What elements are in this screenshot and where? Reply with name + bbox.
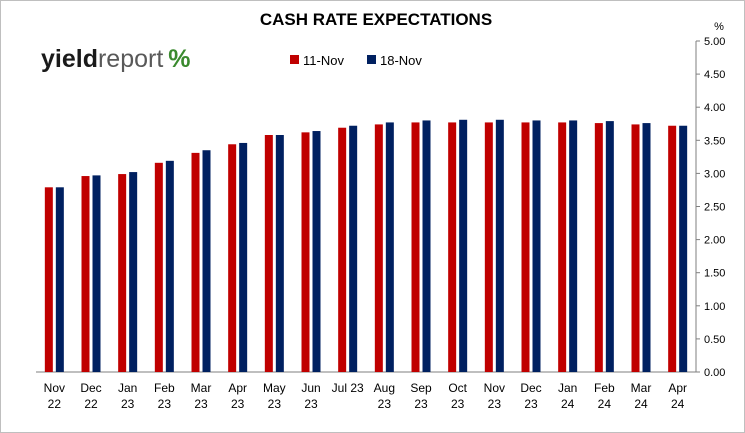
x-tick-label: 23 — [304, 397, 318, 411]
x-tick-label: 23 — [414, 397, 428, 411]
legend-label-11-nov: 11-Nov — [303, 53, 344, 68]
bar-series2 — [385, 122, 394, 373]
logo-text: yieldreport% — [41, 45, 191, 73]
bars — [44, 119, 688, 373]
x-tick-label: Feb — [154, 381, 175, 395]
bar-series2 — [459, 119, 468, 372]
bar-series1 — [374, 124, 383, 372]
bar-series2 — [679, 125, 688, 373]
bar-series1 — [448, 122, 457, 373]
x-tick-label: Jan — [118, 381, 137, 395]
legend-swatch-11-nov — [290, 55, 299, 64]
legend: 11-Nov 18-Nov — [290, 53, 422, 68]
chart-title: CASH RATE EXPECTATIONS — [260, 10, 492, 29]
x-tick-label: 23 — [194, 397, 208, 411]
bar-series2 — [55, 187, 64, 372]
y-unit-label: % — [714, 21, 724, 33]
x-tick-label: Apr — [228, 381, 247, 395]
bar-series1 — [81, 176, 90, 372]
x-tick-label: 23 — [524, 397, 538, 411]
x-tick-label: 24 — [598, 397, 612, 411]
x-tick-label: Jun — [301, 381, 320, 395]
x-tick-label: Nov — [44, 381, 65, 395]
bar-series1 — [338, 127, 347, 372]
y-tick-label: 2.50 — [704, 202, 725, 214]
y-tick-label: 4.50 — [704, 69, 725, 81]
x-tick-label: Mar — [191, 381, 212, 395]
bar-series2 — [349, 125, 358, 373]
bar-series2 — [92, 175, 101, 372]
x-tick-label: 23 — [378, 397, 392, 411]
x-tick-label: Apr — [668, 381, 687, 395]
bar-series1 — [668, 125, 677, 373]
bar-series2 — [642, 123, 651, 372]
x-tick-label: 23 — [488, 397, 502, 411]
bar-series2 — [312, 131, 321, 372]
x-tick-label: 22 — [48, 397, 62, 411]
y-axis-ticks: 0.00 0.50 1.00 1.50 2.00 2.50 3.00 3.50 4.00 4.50… — [696, 36, 725, 379]
bar-series2 — [422, 120, 431, 372]
x-tick-label: 22 — [84, 397, 98, 411]
bar-series1 — [631, 124, 640, 372]
x-tick-label: Feb — [594, 381, 615, 395]
bar-series1 — [484, 122, 493, 373]
y-tick-label: 5.00 — [704, 36, 725, 48]
x-axis-ticks: Nov 22 Dec 22 Jan 23 Feb 23 Mar 23 Apr 23 May 23 Jun 23… — [44, 381, 687, 411]
y-tick-label: 0.00 — [704, 367, 725, 379]
bar-series1 — [558, 122, 567, 373]
logo-percent-symbol: % — [168, 45, 190, 73]
logo-report: report — [98, 45, 163, 73]
x-tick-label: Jan — [558, 381, 577, 395]
x-tick-label: 24 — [671, 397, 685, 411]
bar-series2 — [532, 120, 541, 372]
x-tick-label: Aug — [374, 381, 395, 395]
bar-series1 — [521, 122, 530, 373]
x-tick-label: May — [263, 381, 286, 395]
y-tick-label: 1.00 — [704, 301, 725, 313]
x-tick-label: Oct — [448, 381, 467, 395]
bar-series2 — [275, 135, 284, 372]
x-tick-label: 24 — [561, 397, 575, 411]
y-tick-label: 1.50 — [704, 268, 725, 280]
x-tick-label: Sep — [410, 381, 432, 395]
bar-series1 — [228, 144, 237, 372]
x-tick-label: 23 — [158, 397, 172, 411]
y-tick-label: 2.00 — [704, 235, 725, 247]
bar-series2 — [569, 120, 578, 372]
logo-yield: yield — [41, 45, 98, 73]
bar-series1 — [594, 123, 603, 372]
legend-swatch-18-nov — [367, 55, 376, 64]
bar-series1 — [44, 187, 53, 372]
logo: yieldreport% — [41, 45, 191, 73]
bar-series1 — [301, 132, 310, 372]
x-tick-label: Mar — [631, 381, 652, 395]
x-tick-label: 23 — [231, 397, 245, 411]
x-tick-label: Nov — [484, 381, 505, 395]
x-tick-label: 23 — [268, 397, 282, 411]
bar-series2 — [165, 160, 174, 372]
x-tick-label: Dec — [80, 381, 101, 395]
x-tick-label: 23 — [451, 397, 465, 411]
legend-label-18-nov: 18-Nov — [380, 53, 422, 68]
bar-series1 — [191, 152, 200, 372]
bar-series1 — [118, 174, 127, 372]
bar-series1 — [411, 122, 420, 373]
bar-series1 — [154, 162, 163, 372]
bar-series2 — [605, 121, 614, 373]
y-tick-label: 3.50 — [704, 135, 725, 147]
x-tick-label: Jul 23 — [332, 381, 364, 395]
y-tick-label: 3.00 — [704, 168, 725, 180]
bar-series2 — [129, 172, 138, 372]
x-tick-label: 24 — [634, 397, 648, 411]
y-tick-label: 0.50 — [704, 334, 725, 346]
bar-series2 — [202, 150, 211, 372]
bar-series1 — [264, 135, 273, 372]
bar-series2 — [239, 142, 248, 372]
x-tick-label: 23 — [121, 397, 135, 411]
bar-series2 — [495, 119, 504, 372]
x-tick-label: Dec — [520, 381, 541, 395]
y-tick-label: 4.00 — [704, 102, 725, 114]
